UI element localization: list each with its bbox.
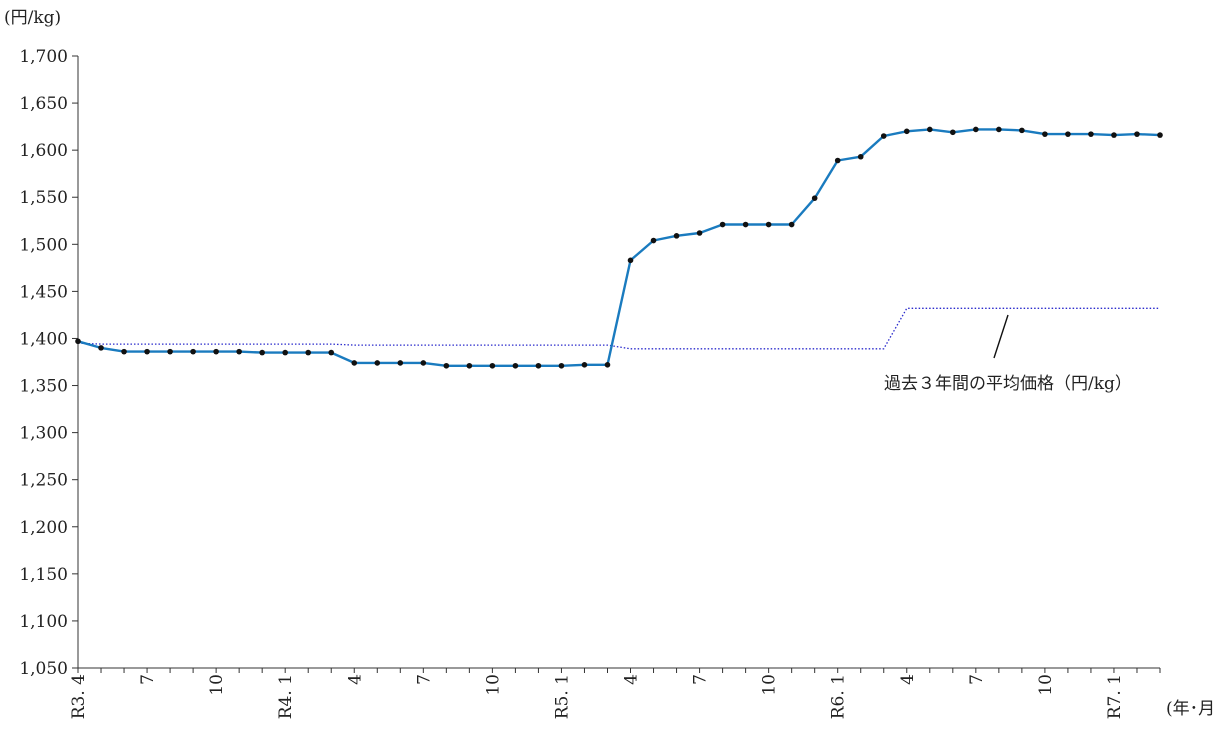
data-point [558, 362, 565, 369]
data-point [282, 349, 288, 356]
data-point [627, 257, 634, 264]
y-tick-label: 1,650 [19, 94, 68, 114]
y-tick-label: 1,600 [19, 141, 68, 161]
data-point [213, 348, 219, 355]
data-point [788, 221, 795, 228]
data-point [811, 195, 818, 201]
data-point [121, 348, 127, 355]
data-point [880, 133, 887, 139]
data-point [673, 233, 680, 239]
x-tick-label: 10 [760, 674, 780, 696]
data-point [397, 360, 404, 366]
y-tick-label: 1,200 [19, 518, 68, 538]
data-point [973, 126, 979, 133]
data-point [996, 126, 1002, 133]
y-tick-label: 1,050 [19, 659, 68, 679]
x-tick-label: R7. 1 [1105, 674, 1125, 719]
data-point [190, 348, 196, 355]
legend-label-average-price: 過去３年間の平均価格（円/kg） [884, 374, 1132, 394]
series-line-price [77, 128, 1161, 367]
data-point [535, 362, 542, 369]
data-point [1134, 131, 1140, 137]
y-axis-unit-label: (円/kg) [4, 8, 61, 28]
data-point [443, 362, 450, 369]
data-point [1111, 132, 1117, 138]
data-point [374, 360, 381, 366]
data-point [75, 338, 81, 345]
x-tick-label: 4 [622, 674, 642, 685]
x-axis: R3. 4 7 10 R4. 1 4 7 10 R5. 1 4 7 10 R6. 1 4 7 10 R7. 1 [69, 667, 1161, 719]
data-point [236, 348, 242, 355]
data-point [1019, 127, 1025, 134]
data-point [1157, 132, 1163, 138]
x-tick-label: 4 [898, 674, 918, 685]
data-point [1088, 131, 1094, 137]
y-tick-label: 1,350 [19, 377, 68, 397]
x-tick-label: 7 [967, 674, 987, 685]
data-point [420, 360, 427, 366]
data-point [719, 221, 726, 228]
data-point [857, 153, 864, 160]
data-point [351, 360, 358, 366]
y-tick-label: 1,550 [19, 188, 68, 208]
x-tick-label: 7 [138, 674, 158, 685]
y-tick-label: 1,500 [19, 235, 68, 255]
x-tick-label: R6. 1 [829, 674, 849, 719]
x-tick-label: 10 [1036, 674, 1056, 696]
data-point [466, 362, 473, 369]
y-tick-label: 1,150 [19, 565, 68, 585]
y-tick-label: 1,450 [19, 282, 68, 302]
data-point [1065, 131, 1071, 137]
data-point [903, 128, 910, 135]
y-tick-label: 1,100 [19, 612, 68, 632]
data-point [650, 237, 657, 244]
y-tick-label: 1,400 [19, 329, 68, 349]
data-point [926, 126, 933, 133]
data-point [581, 362, 588, 368]
x-tick-label: R5. 1 [552, 674, 572, 719]
y-tick-label: 1,250 [19, 471, 68, 491]
data-point [604, 362, 611, 368]
data-point [328, 349, 335, 356]
data-point [696, 230, 703, 236]
series-layer [75, 126, 1163, 369]
y-axis: 1,050 1,100 1,150 1,200 1,250 1,300 1,350 1,400… [19, 47, 79, 679]
data-point [765, 221, 772, 228]
data-point [1042, 131, 1048, 137]
x-axis-unit-label: (年･月) [1166, 699, 1215, 719]
data-point [834, 157, 841, 164]
x-tick-label: R3. 4 [69, 674, 89, 719]
data-point [144, 348, 150, 355]
data-point [742, 221, 749, 228]
x-tick-label: 10 [207, 674, 227, 696]
data-point [167, 348, 173, 355]
data-point [489, 362, 496, 369]
data-point [512, 362, 519, 369]
x-tick-label: 7 [691, 674, 711, 685]
x-tick-label: 10 [483, 674, 503, 696]
legend-leader-line [993, 314, 1009, 359]
x-tick-label: 4 [345, 674, 365, 685]
y-tick-label: 1,300 [19, 424, 68, 444]
data-point [950, 129, 956, 136]
data-point [259, 349, 265, 356]
data-point [305, 349, 312, 356]
data-point [98, 345, 104, 351]
x-tick-label: R4. 1 [276, 674, 296, 719]
x-tick-label: 7 [414, 674, 434, 685]
y-tick-label: 1,700 [19, 47, 68, 67]
